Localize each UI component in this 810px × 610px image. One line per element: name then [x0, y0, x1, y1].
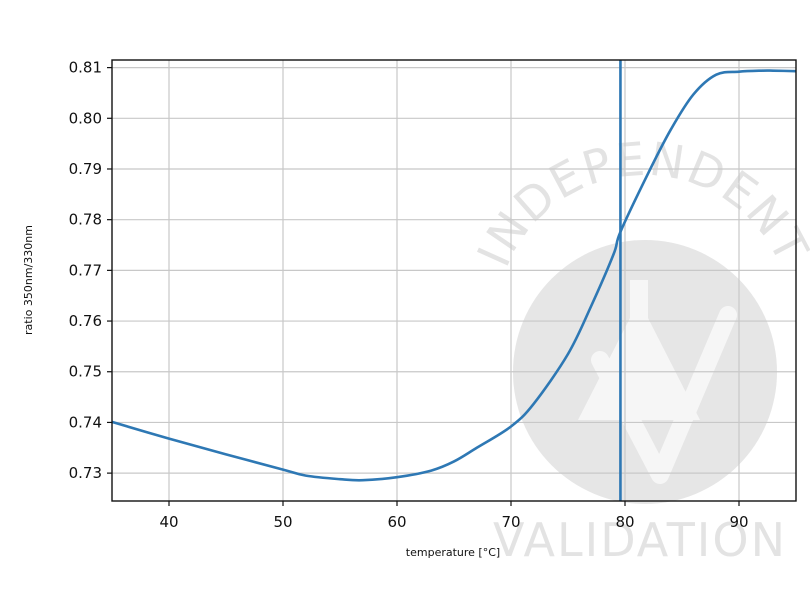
y-axis: 0.73 0.74 0.75 0.76 0.77 0.78 0.79 0.80 0.81 [69, 59, 112, 482]
y-tick-label: 0.76 [69, 312, 102, 330]
y-tick-label: 0.79 [69, 160, 102, 178]
y-axis-label: ratio 350nm/330nm [22, 225, 35, 335]
x-axis: 40 50 60 70 80 90 [159, 501, 749, 531]
x-axis-label: temperature [°C] [406, 546, 500, 559]
x-tick-label: 50 [273, 513, 292, 531]
y-tick-label: 0.74 [69, 413, 102, 431]
y-tick-label: 0.80 [69, 109, 102, 127]
y-tick-label: 0.75 [69, 363, 102, 381]
watermark-bottom-text: VALIDATION [493, 513, 787, 567]
x-tick-label: 90 [729, 513, 748, 531]
x-tick-label: 40 [159, 513, 178, 531]
x-tick-label: 70 [501, 513, 520, 531]
y-tick-label: 0.78 [69, 211, 102, 229]
x-tick-label: 60 [387, 513, 406, 531]
x-tick-label: 80 [615, 513, 634, 531]
series-line [112, 69, 796, 482]
y-tick-label: 0.77 [69, 261, 102, 279]
y-tick-label: 0.81 [69, 59, 102, 77]
plot-frame [111, 59, 797, 502]
plot-area [112, 60, 796, 501]
y-tick-label: 0.73 [69, 464, 102, 482]
